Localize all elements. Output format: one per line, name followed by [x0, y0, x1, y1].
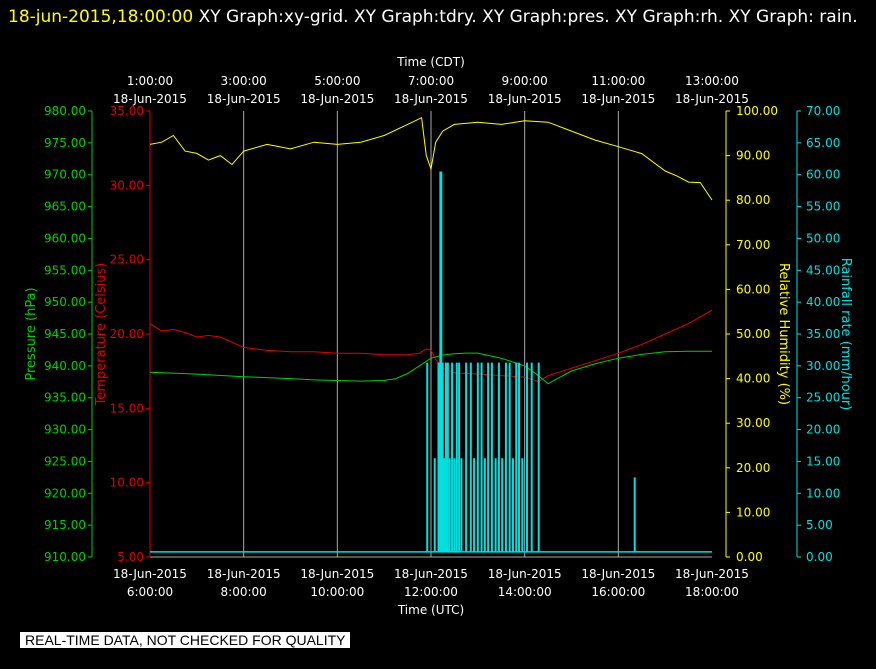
pressure-tick-label: 965.00 [44, 200, 86, 214]
top-tick-date: 18-Jun-2015 [581, 92, 655, 106]
bottom-tick-time: 10:00:00 [310, 585, 364, 599]
temperature-tick-label: 35.00 [110, 104, 144, 118]
humidity-tick-label: 90.00 [736, 149, 770, 163]
pressure-axis-label: Pressure (hPa) [24, 287, 39, 380]
top-tick-date: 18-Jun-2015 [113, 92, 187, 106]
top-tick-time: 1:00:00 [127, 74, 173, 88]
header-timestamp: 18-jun-2015,18:00:00 [8, 7, 194, 27]
pressure-tick-label: 935.00 [44, 391, 86, 405]
temperature-axis-label: Temperature (Celsius) [94, 263, 109, 407]
humidity-tick-label: 30.00 [736, 416, 770, 430]
bottom-tick-time: 18:00:00 [685, 585, 739, 599]
rainfall-tick-label: 0.00 [806, 550, 833, 564]
top-tick-time: 5:00:00 [314, 74, 360, 88]
temperature-tick-label: 15.00 [110, 401, 144, 415]
humidity-tick-label: 100.00 [736, 104, 778, 118]
top-tick-date: 18-Jun-2015 [488, 92, 562, 106]
bottom-tick-date: 18-Jun-2015 [300, 567, 374, 581]
temperature-tick-label: 10.00 [110, 476, 144, 490]
pressure-tick-label: 955.00 [44, 263, 86, 277]
rainfall-tick-label: 65.00 [806, 136, 840, 150]
top-tick-date: 18-Jun-2015 [394, 92, 468, 106]
quality-disclaimer: REAL-TIME DATA, NOT CHECKED FOR QUALITY [20, 632, 351, 648]
pressure-tick-label: 915.00 [44, 518, 86, 532]
top-tick-date: 18-Jun-2015 [675, 92, 749, 106]
rainfall-tick-label: 35.00 [806, 327, 840, 341]
graph-header: 18-jun-2015,18:00:00 XY Graph:xy-grid. X… [8, 2, 868, 32]
pressure-tick-label: 920.00 [44, 486, 86, 500]
rainfall-tick-label: 10.00 [806, 486, 840, 500]
bottom-tick-date: 18-Jun-2015 [581, 567, 655, 581]
pressure-tick-label: 925.00 [44, 454, 86, 468]
pressure-tick-label: 910.00 [44, 550, 86, 564]
temperature-tick-label: 20.00 [110, 327, 144, 341]
humidity-tick-label: 80.00 [736, 193, 770, 207]
rainfall-tick-label: 50.00 [806, 231, 840, 245]
pressure-tick-label: 930.00 [44, 423, 86, 437]
pressure-tick-label: 940.00 [44, 359, 86, 373]
rainfall-tick-label: 40.00 [806, 295, 840, 309]
bottom-tick-time: 14:00:00 [498, 585, 552, 599]
header-title: XY Graph:xy-grid. XY Graph:tdry. XY Grap… [193, 7, 858, 27]
rainfall-tick-label: 30.00 [806, 359, 840, 373]
rainfall-tick-label: 55.00 [806, 200, 840, 214]
rainfall-tick-label: 20.00 [806, 423, 840, 437]
top-tick-time: 13:00:00 [685, 74, 739, 88]
bottom-tick-time: 12:00:00 [404, 585, 458, 599]
humidity-tick-label: 70.00 [736, 238, 770, 252]
temperature-series-line [149, 309, 713, 383]
humidity-tick-label: 50.00 [736, 327, 770, 341]
humidity-tick-label: 40.00 [736, 372, 770, 386]
top-tick-date: 18-Jun-2015 [300, 92, 374, 106]
bottom-tick-time: 8:00:00 [221, 585, 267, 599]
temperature-tick-label: 5.00 [117, 550, 144, 564]
bottom-axis-title: Time (UTC) [397, 603, 464, 617]
bottom-tick-date: 18-Jun-2015 [394, 567, 468, 581]
top-tick-time: 7:00:00 [408, 74, 454, 88]
pressure-tick-label: 960.00 [44, 231, 86, 245]
humidity-series-line [149, 116, 713, 201]
rainfall-tick-label: 60.00 [806, 168, 840, 182]
humidity-tick-label: 60.00 [736, 282, 770, 296]
top-tick-date: 18-Jun-2015 [207, 92, 281, 106]
top-axis-title: Time (CDT) [396, 55, 465, 69]
pressure-tick-label: 980.00 [44, 104, 86, 118]
humidity-tick-label: 20.00 [736, 461, 770, 475]
rainfall-tick-label: 5.00 [806, 518, 833, 532]
bottom-tick-date: 18-Jun-2015 [113, 567, 187, 581]
pressure-tick-label: 975.00 [44, 136, 86, 150]
bottom-tick-time: 16:00:00 [591, 585, 645, 599]
humidity-axis-label: Relative Humidity (%) [776, 263, 791, 405]
top-tick-time: 3:00:00 [221, 74, 267, 88]
bottom-tick-time: 6:00:00 [127, 585, 173, 599]
pressure-tick-label: 970.00 [44, 168, 86, 182]
top-tick-time: 11:00:00 [591, 74, 645, 88]
rainfall-tick-label: 70.00 [806, 104, 840, 118]
rainfall-axis-label: Rainfall rate (mm/hour) [838, 258, 853, 411]
pressure-tick-label: 945.00 [44, 327, 86, 341]
temperature-tick-label: 30.00 [110, 178, 144, 192]
bottom-tick-date: 18-Jun-2015 [488, 567, 562, 581]
temperature-tick-label: 25.00 [110, 253, 144, 267]
top-tick-time: 9:00:00 [502, 74, 548, 88]
rainfall-tick-label: 45.00 [806, 263, 840, 277]
pressure-tick-label: 950.00 [44, 295, 86, 309]
pressure-series-line [149, 350, 712, 385]
bottom-tick-date: 18-Jun-2015 [207, 567, 281, 581]
humidity-tick-label: 0.00 [736, 550, 763, 564]
bottom-tick-date: 18-Jun-2015 [675, 567, 749, 581]
rainfall-tick-label: 25.00 [806, 391, 840, 405]
humidity-tick-label: 10.00 [736, 505, 770, 519]
rainfall-tick-label: 15.00 [806, 454, 840, 468]
